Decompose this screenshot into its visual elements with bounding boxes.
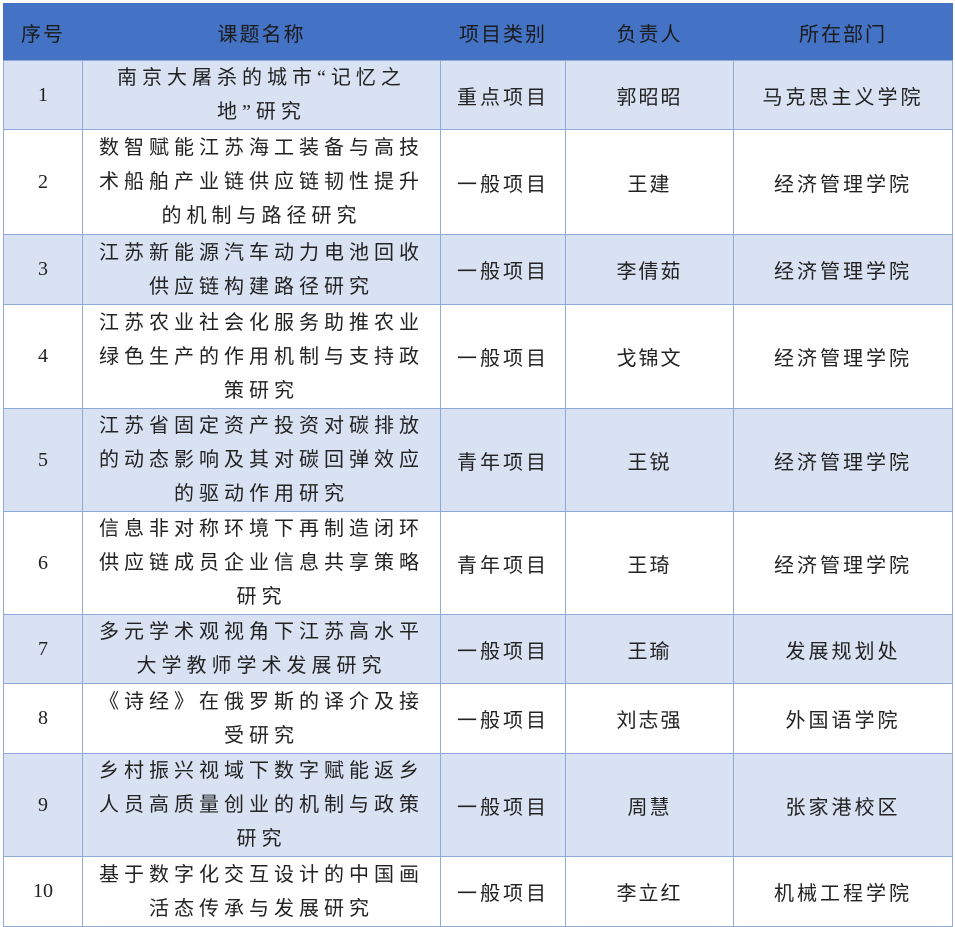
cell-category: 重点项目 (440, 60, 566, 130)
title-text: 数智赋能江苏海工装备与高技术船舶产业链供应链韧性提升的机制与路径研究 (99, 137, 424, 227)
cell-leader: 李立红 (565, 856, 734, 927)
cell-dept: 马克思主义学院 (733, 60, 953, 130)
cell-category: 一般项目 (440, 129, 566, 235)
title-text: 《诗经》在俄罗斯的译介及接受研究 (99, 690, 424, 747)
cell-category: 一般项目 (440, 856, 566, 927)
cell-leader: 王建 (565, 129, 734, 235)
cell-dept: 经济管理学院 (733, 304, 953, 409)
cell-no: 10 (3, 856, 83, 927)
cell-dept: 张家港校区 (733, 753, 953, 857)
cell-no: 4 (3, 304, 83, 409)
title-text: 江苏新能源汽车动力电池回收供应链构建路径研究 (99, 241, 424, 298)
table-row: 2 数智赋能江苏海工装备与高技术船舶产业链供应链韧性提升的机制与路径研究 一般项目王… (3, 129, 953, 235)
cell-title: 数智赋能江苏海工装备与高技术船舶产业链供应链韧性提升的机制与路径研究 (82, 129, 441, 235)
table-row: 9 乡村振兴视域下数字赋能返乡人员高质量创业的机制与政策研究 一般项目 周慧 张家港校区 (3, 753, 953, 857)
cell-category: 一般项目 (440, 753, 566, 857)
title-text: 江苏省固定资产投资对碳排放的动态影响及其对碳回弹效应的驱动作用研究 (99, 415, 424, 505)
cell-dept: 发展规划处 (733, 614, 953, 684)
cell-dept: 经济管理学院 (733, 408, 953, 512)
title-text: 南京大屠杀的城市“记忆之地”研究 (117, 67, 406, 123)
cell-no: 5 (3, 408, 83, 512)
cell-leader: 刘志强 (565, 683, 734, 754)
cell-no: 6 (3, 511, 83, 615)
cell-title: 信息非对称环境下再制造闭环供应链成员企业信息共享策略研究 (82, 511, 441, 615)
cell-no: 3 (3, 234, 83, 305)
cell-leader: 王锐 (565, 408, 734, 512)
table-row: 5 江苏省固定资产投资对碳排放的动态影响及其对碳回弹效应的驱动作用研究 青年项目 王锐… (3, 408, 953, 512)
cell-category: 一般项目 (440, 614, 566, 684)
cell-no: 9 (3, 753, 83, 857)
cell-title: 《诗经》在俄罗斯的译介及接受研究 (82, 683, 441, 754)
cell-leader: 戈锦文 (565, 304, 734, 409)
cell-category: 青年项目 (440, 408, 566, 512)
header-no: 序号 (3, 3, 83, 61)
cell-category: 一般项目 (440, 683, 566, 754)
cell-leader: 王琦 (565, 511, 734, 615)
cell-dept: 外国语学院 (733, 683, 953, 754)
cell-dept: 经济管理学院 (733, 234, 953, 305)
table-row: 1 南京大屠杀的城市“记忆之地”研究 重点项目 郭昭昭 马克思主义学院 (3, 60, 953, 130)
header-title: 课题名称 (82, 3, 441, 61)
cell-title: 江苏农业社会化服务助推农业绿色生产的作用机制与支持政策研究 (82, 304, 441, 409)
title-text: 乡村振兴视域下数字赋能返乡人员高质量创业的机制与政策研究 (99, 760, 424, 850)
cell-no: 7 (3, 614, 83, 684)
header-category: 项目类别 (440, 3, 566, 61)
cell-title: 江苏省固定资产投资对碳排放的动态影响及其对碳回弹效应的驱动作用研究 (82, 408, 441, 512)
cell-leader: 王瑜 (565, 614, 734, 684)
table-row: 10 基于数字化交互设计的中国画活态传承与发展研究 一般项目 李立红 机械工程学院 (3, 856, 953, 927)
cell-leader: 周慧 (565, 753, 734, 857)
table-row: 7 多元学术观视角下江苏高水平大学教师学术发展研究 一般项目 王瑜 发展规划处 (3, 614, 953, 684)
cell-no: 2 (3, 129, 83, 235)
title-text: 信息非对称环境下再制造闭环供应链成员企业信息共享策略研究 (99, 518, 424, 608)
cell-category: 青年项目 (440, 511, 566, 615)
cell-dept: 经济管理学院 (733, 129, 953, 235)
cell-leader: 李倩茹 (565, 234, 734, 305)
header-dept: 所在部门 (733, 3, 953, 61)
table-row: 3 江苏新能源汽车动力电池回收供应链构建路径研究 一般项目 李倩茹 经济管理学院 (3, 234, 953, 305)
cell-dept: 经济管理学院 (733, 511, 953, 615)
cell-title: 基于数字化交互设计的中国画活态传承与发展研究 (82, 856, 441, 927)
table-row: 4 江苏农业社会化服务助推农业绿色生产的作用机制与支持政策研究 一般项目 戈锦文 经济管… (3, 304, 953, 409)
table-row: 8 《诗经》在俄罗斯的译介及接受研究 一般项目 刘志强 外国语学院 (3, 683, 953, 754)
cell-no: 1 (3, 60, 83, 130)
cell-title: 多元学术观视角下江苏高水平大学教师学术发展研究 (82, 614, 441, 684)
header-row: 序号 课题名称 项目类别 负责人 所在部门 (3, 3, 953, 61)
cell-dept: 机械工程学院 (733, 856, 953, 927)
cell-title: 江苏新能源汽车动力电池回收供应链构建路径研究 (82, 234, 441, 305)
cell-title: 乡村振兴视域下数字赋能返乡人员高质量创业的机制与政策研究 (82, 753, 441, 857)
project-table: 序号 课题名称 项目类别 负责人 所在部门 1 南京大屠杀的城市“记忆之地”研究重… (3, 3, 953, 927)
cell-category: 一般项目 (440, 234, 566, 305)
cell-category: 一般项目 (440, 304, 566, 409)
cell-leader: 郭昭昭 (565, 60, 734, 130)
title-text: 多元学术观视角下江苏高水平大学教师学术发展研究 (99, 621, 424, 677)
cell-no: 8 (3, 683, 83, 754)
title-text: 基于数字化交互设计的中国画活态传承与发展研究 (99, 863, 424, 920)
title-text: 江苏农业社会化服务助推农业绿色生产的作用机制与支持政策研究 (99, 311, 424, 402)
header-leader: 负责人 (565, 3, 734, 61)
table-row: 6 信息非对称环境下再制造闭环供应链成员企业信息共享策略研究 青年项目 王琦 经济管理学… (3, 511, 953, 615)
cell-title: 南京大屠杀的城市“记忆之地”研究 (82, 60, 441, 130)
